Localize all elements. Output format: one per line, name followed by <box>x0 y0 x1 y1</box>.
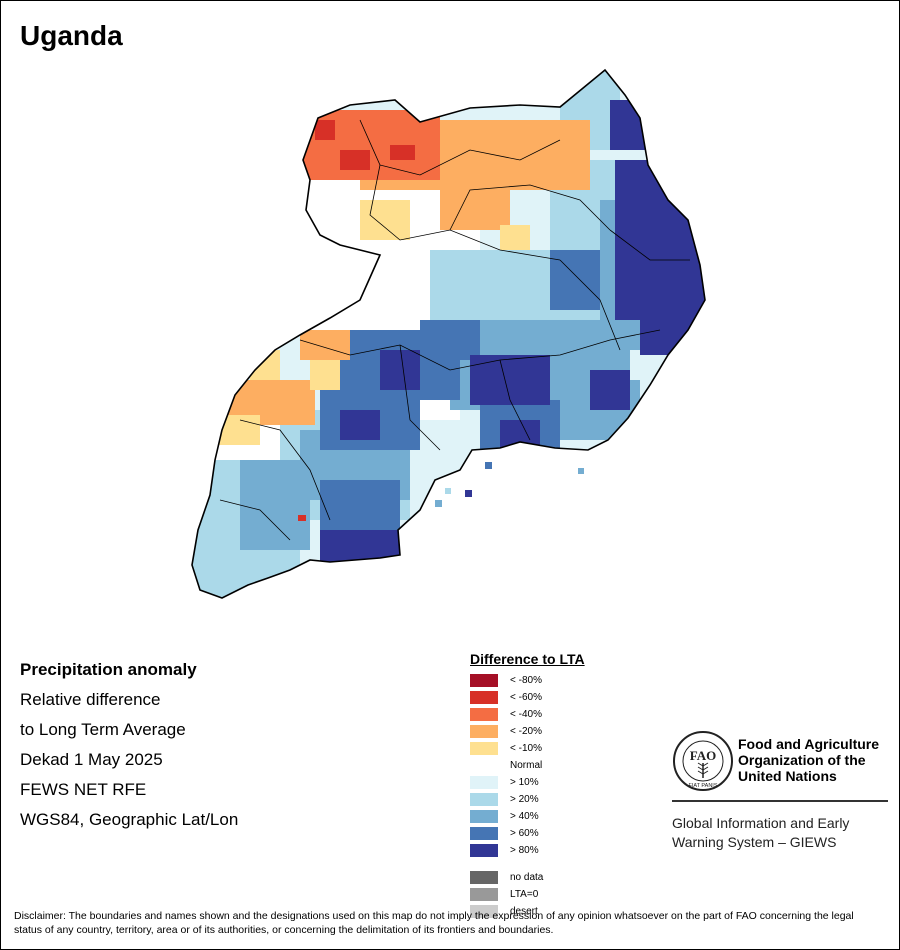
legend-item: > 20% <box>470 791 650 808</box>
fao-name-line1: Food and Agriculture <box>738 736 880 752</box>
legend-item: Normal <box>470 757 650 774</box>
legend-swatch <box>470 725 498 738</box>
legend-label: > 80% <box>510 845 539 856</box>
legend-label: > 10% <box>510 777 539 788</box>
legend-label: < -20% <box>510 726 542 737</box>
disclaimer: Disclaimer: The boundaries and names sho… <box>14 910 854 936</box>
legend-item: > 60% <box>470 825 650 842</box>
legend-item: desert <box>470 903 650 920</box>
legend-title: Difference to LTA <box>470 651 585 667</box>
fao-name-line3: United Nations <box>738 768 837 784</box>
legend-item: no data <box>470 869 650 886</box>
legend-item: < -10% <box>470 740 650 757</box>
legend-item: < -80% <box>470 672 650 689</box>
legend-item: > 80% <box>470 842 650 859</box>
fao-logo-icon: FAO FIAT PANIS <box>673 731 733 791</box>
legend-item: < -60% <box>470 689 650 706</box>
legend-swatch <box>470 827 498 840</box>
legend-item: > 10% <box>470 774 650 791</box>
legend: Difference to LTA < -80% < -60% < -40% <… <box>470 651 650 920</box>
info-heading: Precipitation anomaly <box>20 660 197 679</box>
legend-item: < -20% <box>470 723 650 740</box>
giews-line1: Global Information and Early <box>672 815 850 831</box>
legend-swatch <box>470 810 498 823</box>
legend-label: desert <box>510 906 538 917</box>
legend-swatch <box>470 742 498 755</box>
legend-swatch <box>470 905 498 918</box>
legend-item: > 40% <box>470 808 650 825</box>
info-source: FEWS NET RFE <box>20 780 147 799</box>
fao-name-line2: Organization of the <box>738 752 866 768</box>
info-line2: to Long Term Average <box>20 720 186 739</box>
legend-swatch <box>470 674 498 687</box>
legend-item: < -40% <box>470 706 650 723</box>
legend-swatch <box>470 759 498 772</box>
legend-label: > 60% <box>510 828 539 839</box>
legend-swatch <box>470 691 498 704</box>
legend-swatch <box>470 708 498 721</box>
legend-label: > 40% <box>510 811 539 822</box>
legend-label: < -40% <box>510 709 542 720</box>
legend-label: < -10% <box>510 743 542 754</box>
fao-name: Food and Agriculture Organization of the… <box>738 736 879 784</box>
legend-label: > 20% <box>510 794 539 805</box>
uganda-anomaly-map <box>191 68 706 599</box>
info-period: Dekad 1 May 2025 <box>20 750 163 769</box>
legend-label: < -60% <box>510 692 542 703</box>
giews-line2: Warning System – GIEWS <box>672 834 837 850</box>
legend-label: Normal <box>510 760 543 771</box>
legend-swatch <box>470 871 498 884</box>
map-title: Uganda <box>20 20 123 51</box>
giews-label: Global Information and Early Warning Sys… <box>672 814 849 852</box>
info-line1: Relative difference <box>20 690 161 709</box>
map-info: Precipitation anomaly Relative differenc… <box>20 655 238 835</box>
info-projection: WGS84, Geographic Lat/Lon <box>20 810 239 829</box>
legend-swatch <box>470 793 498 806</box>
fao-logo-text: FAO <box>690 748 716 763</box>
legend-swatch <box>470 776 498 789</box>
legend-item: LTA=0 <box>470 886 650 903</box>
legend-label: < -80% <box>510 675 542 686</box>
legend-label: LTA=0 <box>510 889 539 900</box>
legend-swatch <box>470 844 498 857</box>
legend-label: no data <box>510 872 544 883</box>
fao-logo-motto: FIAT PANIS <box>688 783 717 789</box>
legend-swatch <box>470 888 498 901</box>
fao-divider <box>672 800 888 802</box>
